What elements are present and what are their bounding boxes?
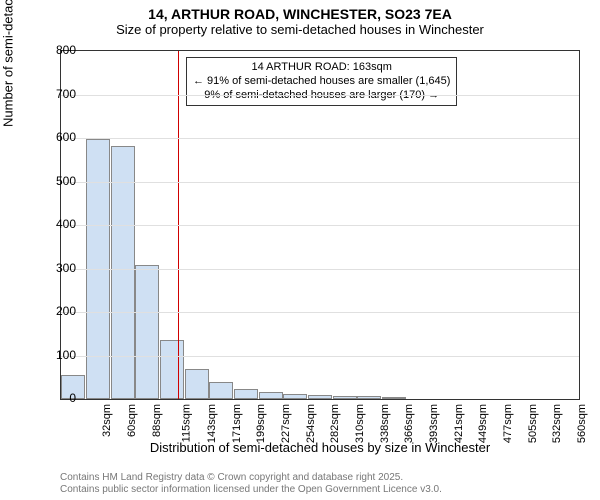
x-tick-label: 477sqm (502, 404, 514, 443)
x-tick-label: 60sqm (126, 404, 138, 437)
x-tick-label: 449sqm (477, 404, 489, 443)
x-tick-label: 282sqm (329, 404, 341, 443)
x-tick-label: 310sqm (354, 404, 366, 443)
title-line1: 14, ARTHUR ROAD, WINCHESTER, SO23 7EA (0, 6, 600, 22)
title-block: 14, ARTHUR ROAD, WINCHESTER, SO23 7EA Si… (0, 0, 600, 37)
x-tick-label: 143sqm (206, 404, 218, 443)
x-tick-label: 421sqm (453, 404, 465, 443)
x-tick-label: 199sqm (255, 404, 267, 443)
x-tick-label: 532sqm (551, 404, 563, 443)
gridline (61, 312, 579, 313)
title-line2: Size of property relative to semi-detach… (0, 22, 600, 37)
x-tick-label: 227sqm (280, 404, 292, 443)
x-tick-label: 171sqm (231, 404, 243, 443)
histogram-bar (308, 395, 332, 399)
x-tick-label: 366sqm (403, 404, 415, 443)
x-tick-label: 393sqm (428, 404, 440, 443)
x-tick-label: 115sqm (181, 404, 193, 442)
gridline (61, 138, 579, 139)
x-tick-label: 560sqm (576, 404, 588, 443)
footer-line1: Contains HM Land Registry data © Crown c… (60, 472, 442, 484)
gridline (61, 225, 579, 226)
x-tick-label: 32sqm (101, 404, 113, 437)
y-tick-label: 200 (36, 304, 76, 318)
y-tick-label: 700 (36, 87, 76, 101)
y-tick-label: 0 (36, 391, 76, 405)
x-tick-label: 88sqm (151, 404, 163, 437)
histogram-bar (234, 389, 258, 399)
gridline (61, 182, 579, 183)
y-axis-label: Number of semi-detached properties (1, 0, 16, 127)
gridline (61, 95, 579, 96)
footer-attribution: Contains HM Land Registry data © Crown c… (60, 472, 442, 496)
histogram-bar (111, 146, 135, 399)
histogram-bar (160, 340, 184, 399)
x-tick-label: 338sqm (379, 404, 391, 443)
gridline (61, 356, 579, 357)
y-tick-label: 100 (36, 348, 76, 362)
histogram-bar (382, 397, 406, 399)
histogram-bar (357, 396, 381, 399)
y-tick-label: 400 (36, 217, 76, 231)
annotation-box: 14 ARTHUR ROAD: 163sqm ← 91% of semi-det… (186, 57, 457, 106)
histogram-bar (135, 265, 159, 399)
annotation-line2: ← 91% of semi-detached houses are smalle… (193, 75, 450, 89)
y-tick-label: 800 (36, 43, 76, 57)
x-tick-label: 505sqm (527, 404, 539, 443)
x-tick-label: 254sqm (305, 404, 317, 443)
histogram-bar (333, 396, 357, 399)
gridline (61, 269, 579, 270)
annotation-line1: 14 ARTHUR ROAD: 163sqm (193, 61, 450, 75)
histogram-bar (259, 392, 283, 399)
y-tick-label: 600 (36, 130, 76, 144)
chart-plot-area: 14 ARTHUR ROAD: 163sqm ← 91% of semi-det… (60, 50, 580, 400)
histogram-bar (283, 394, 307, 399)
histogram-bar (185, 369, 209, 399)
footer-line2: Contains public sector information licen… (60, 484, 442, 496)
y-tick-label: 300 (36, 261, 76, 275)
histogram-bar (209, 382, 233, 399)
y-tick-label: 500 (36, 174, 76, 188)
